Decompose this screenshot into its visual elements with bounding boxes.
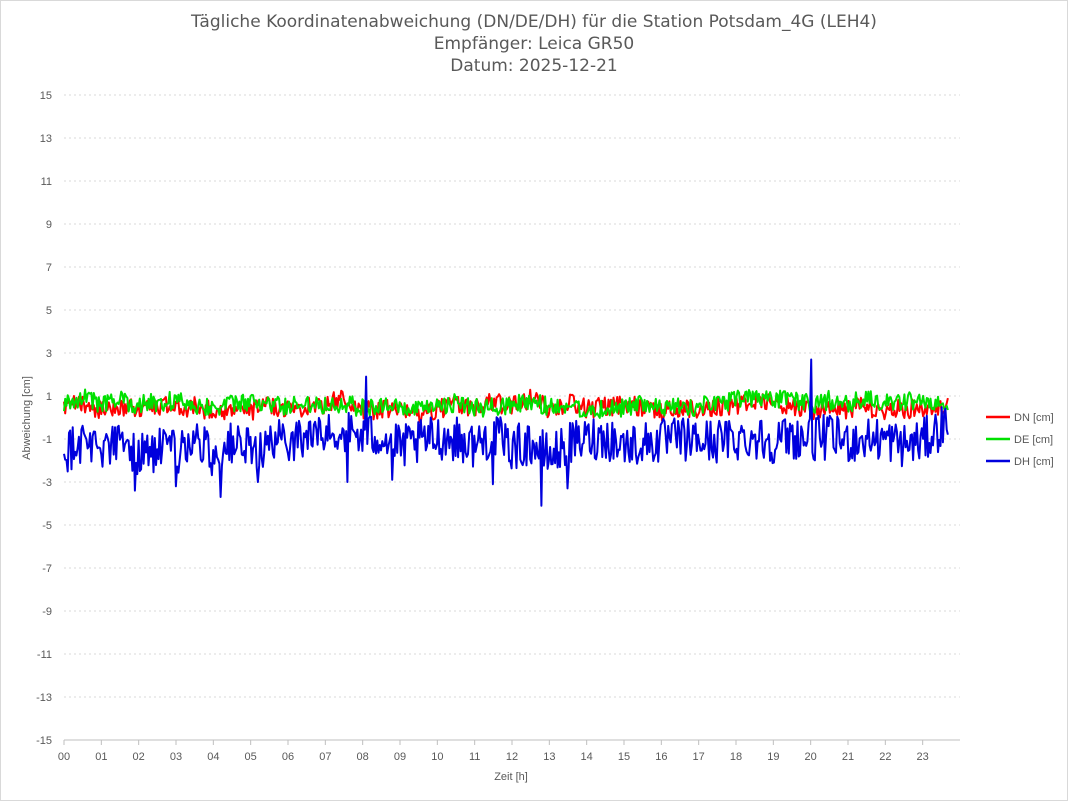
y-axis-ticks: 15 13 11 9 7 5 3 1 -1 -3 -5 -7 -9 -11 -13 -15 [36, 90, 52, 747]
x-tick-label: 01 [95, 751, 107, 763]
x-axis-ticks: 00 01 02 03 04 05 06 07 08 09 10 11 12 13 14 15 16 17 18 19… [58, 739, 960, 763]
x-tick-label: 13 [543, 751, 555, 763]
x-tick-label: 07 [319, 751, 331, 763]
y-tick-label: 11 [41, 176, 52, 188]
y-tick-label: -15 [36, 735, 52, 747]
y-tick-label: -9 [42, 606, 52, 618]
y-tick-label: 5 [46, 305, 52, 317]
x-tick-label: 02 [133, 751, 145, 763]
chart-date: Datum: 2025-12-21 [450, 56, 618, 76]
x-tick-label: 03 [170, 751, 182, 763]
x-tick-label: 22 [879, 751, 891, 763]
y-tick-label: -7 [42, 563, 52, 575]
x-tick-label: 15 [618, 751, 630, 763]
y-tick-label: -3 [42, 477, 52, 489]
legend-label: DN [cm] [1014, 412, 1054, 424]
y-tick-label: 7 [46, 262, 52, 274]
y-tick-label: -11 [37, 649, 52, 661]
x-axis-title: Zeit [h] [494, 771, 528, 783]
y-axis-title: Abweichung [cm] [21, 376, 33, 460]
series-line-de [63, 388, 949, 419]
y-tick-label: -13 [36, 692, 52, 704]
x-tick-label: 18 [730, 751, 742, 763]
y-tick-label: 9 [46, 219, 52, 231]
x-tick-label: 08 [357, 751, 369, 763]
x-tick-label: 21 [842, 751, 854, 763]
x-tick-label: 23 [917, 751, 929, 763]
series-lines [63, 358, 949, 507]
y-tick-label: 3 [46, 348, 52, 360]
x-tick-label: 11 [469, 751, 480, 763]
x-tick-label: 14 [581, 751, 593, 763]
legend: DN [cm] DE [cm] DH [cm] [986, 412, 1054, 468]
y-tick-label: 15 [40, 90, 52, 102]
y-tick-label: -5 [42, 520, 52, 532]
x-tick-label: 05 [245, 751, 257, 763]
x-tick-label: 16 [655, 751, 667, 763]
y-tick-label: -1 [42, 434, 52, 446]
legend-label: DE [cm] [1014, 434, 1053, 446]
series-line-dh [63, 358, 949, 507]
y-tick-label: 13 [40, 133, 52, 145]
x-tick-label: 06 [282, 751, 294, 763]
y-tick-label: 1 [46, 391, 52, 403]
x-tick-label: 17 [693, 751, 705, 763]
x-tick-label: 09 [394, 751, 406, 763]
x-tick-label: 12 [506, 751, 518, 763]
gridlines [64, 94, 960, 741]
x-tick-label: 00 [58, 751, 70, 763]
x-tick-label: 20 [805, 751, 817, 763]
x-tick-label: 19 [767, 751, 779, 763]
chart-subtitle: Empfänger: Leica GR50 [433, 34, 635, 54]
legend-label: DH [cm] [1014, 456, 1054, 468]
chart-title: Tägliche Koordinatenabweichung (DN/DE/DH… [191, 12, 877, 32]
x-tick-label: 04 [207, 751, 219, 763]
x-tick-label: 10 [431, 751, 443, 763]
